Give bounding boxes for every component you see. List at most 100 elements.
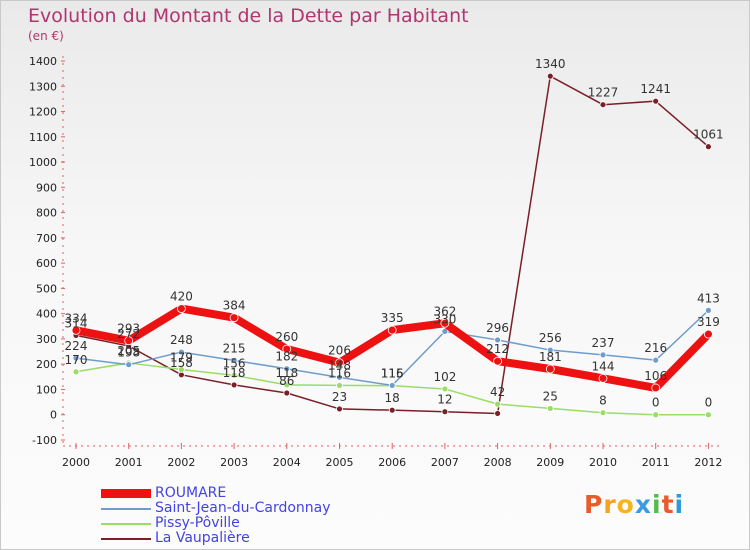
data-label: 216 bbox=[644, 341, 667, 355]
y-tick-label: 1200 bbox=[29, 106, 57, 119]
data-label: 148 bbox=[328, 358, 351, 372]
data-point bbox=[599, 409, 607, 417]
data-point bbox=[229, 313, 239, 323]
data-label: 1061 bbox=[693, 128, 724, 142]
data-label: 384 bbox=[223, 299, 246, 313]
chart-legend: ROUMARE Saint-Jean-du-Cardonnay Pissy-Pôvi… bbox=[101, 486, 331, 546]
data-label: 144 bbox=[592, 359, 615, 373]
data-point bbox=[124, 336, 134, 346]
data-label: 248 bbox=[170, 333, 193, 347]
data-label: 116 bbox=[328, 366, 351, 380]
legend-swatch bbox=[101, 507, 151, 510]
data-label: 296 bbox=[486, 321, 509, 335]
data-point bbox=[704, 329, 713, 339]
data-point bbox=[441, 408, 449, 416]
data-label: 118 bbox=[275, 366, 298, 380]
data-label: 182 bbox=[275, 350, 298, 364]
y-tick-label: 700 bbox=[36, 232, 57, 245]
y-tick-label: 600 bbox=[36, 257, 57, 270]
legend-swatch bbox=[101, 537, 151, 540]
data-point bbox=[71, 325, 81, 335]
data-point bbox=[705, 143, 712, 151]
data-label: 1227 bbox=[588, 86, 619, 100]
data-label: 18 bbox=[385, 391, 400, 405]
x-tick-label: 2007 bbox=[431, 456, 459, 469]
data-label: 206 bbox=[328, 344, 351, 358]
data-point bbox=[177, 348, 185, 356]
data-label: 0 bbox=[652, 396, 660, 410]
data-label: 362 bbox=[433, 304, 456, 318]
chart-unit-label: (en €) bbox=[28, 29, 64, 43]
data-point bbox=[494, 336, 502, 344]
data-label: 260 bbox=[275, 330, 298, 344]
data-label: 158 bbox=[170, 356, 193, 370]
data-point bbox=[336, 373, 343, 381]
legend-item: Pissy-Pôville bbox=[101, 516, 331, 531]
x-tick-label: 2011 bbox=[642, 456, 670, 469]
data-label: 319 bbox=[697, 315, 720, 329]
legend-label: Pissy-Pôville bbox=[155, 515, 240, 531]
y-tick-label: 1400 bbox=[29, 55, 57, 68]
data-label: 8 bbox=[599, 394, 607, 408]
data-point bbox=[546, 346, 554, 354]
data-point bbox=[336, 382, 343, 389]
data-label: 102 bbox=[433, 370, 456, 384]
x-tick-label: 2003 bbox=[220, 456, 248, 469]
x-tick-label: 2004 bbox=[273, 456, 301, 469]
data-point bbox=[335, 358, 344, 368]
data-point bbox=[652, 411, 660, 419]
data-label: 25 bbox=[543, 389, 558, 403]
legend-item: Saint-Jean-du-Cardonnay bbox=[101, 501, 331, 516]
data-point bbox=[72, 368, 80, 376]
data-point bbox=[494, 400, 502, 408]
data-label: 420 bbox=[170, 290, 193, 304]
data-point bbox=[651, 383, 661, 393]
data-label: 170 bbox=[65, 353, 88, 367]
x-tick-label: 2005 bbox=[326, 456, 354, 469]
y-tick-label: 900 bbox=[36, 181, 57, 194]
data-point bbox=[283, 389, 291, 397]
data-label: 215 bbox=[223, 341, 246, 355]
data-point bbox=[283, 381, 291, 389]
data-label: 115 bbox=[381, 367, 404, 381]
data-point bbox=[230, 381, 238, 389]
y-tick-label: 0 bbox=[50, 409, 57, 422]
data-label: 42 bbox=[490, 385, 505, 399]
x-tick-label: 2010 bbox=[589, 456, 617, 469]
proxiti-logo: Proxiti bbox=[584, 490, 685, 519]
x-tick-label: 2012 bbox=[694, 456, 722, 469]
data-point bbox=[336, 405, 343, 413]
legend-label: ROUMARE bbox=[155, 485, 227, 501]
data-point bbox=[441, 327, 449, 335]
data-label: 335 bbox=[381, 311, 404, 325]
x-tick-label: 2002 bbox=[167, 456, 195, 469]
data-point bbox=[598, 373, 608, 383]
chart-title: Evolution du Montant de la Dette par Hab… bbox=[28, 5, 469, 27]
data-label: 23 bbox=[332, 390, 347, 404]
data-point bbox=[546, 72, 554, 80]
data-point bbox=[652, 97, 660, 105]
data-label: 314 bbox=[65, 316, 88, 330]
y-tick-label: 500 bbox=[36, 282, 57, 295]
x-tick-label: 2009 bbox=[536, 456, 564, 469]
data-point bbox=[546, 405, 554, 412]
data-point bbox=[283, 365, 291, 373]
data-label: 212 bbox=[486, 342, 509, 356]
y-tick-label: -100 bbox=[32, 434, 57, 447]
data-label: 256 bbox=[539, 331, 562, 345]
data-point bbox=[177, 366, 185, 373]
x-tick-label: 2006 bbox=[378, 456, 406, 469]
data-point bbox=[705, 306, 712, 314]
data-label: 156 bbox=[223, 356, 246, 370]
data-label: 1340 bbox=[535, 57, 566, 71]
legend-swatch bbox=[101, 489, 151, 498]
data-point bbox=[493, 356, 503, 366]
data-label: 1241 bbox=[640, 82, 671, 96]
data-label: 413 bbox=[697, 291, 720, 305]
data-point bbox=[230, 357, 238, 364]
data-point bbox=[545, 364, 555, 374]
data-point bbox=[599, 351, 607, 359]
y-tick-label: 200 bbox=[36, 358, 57, 371]
data-label: 237 bbox=[592, 336, 615, 350]
